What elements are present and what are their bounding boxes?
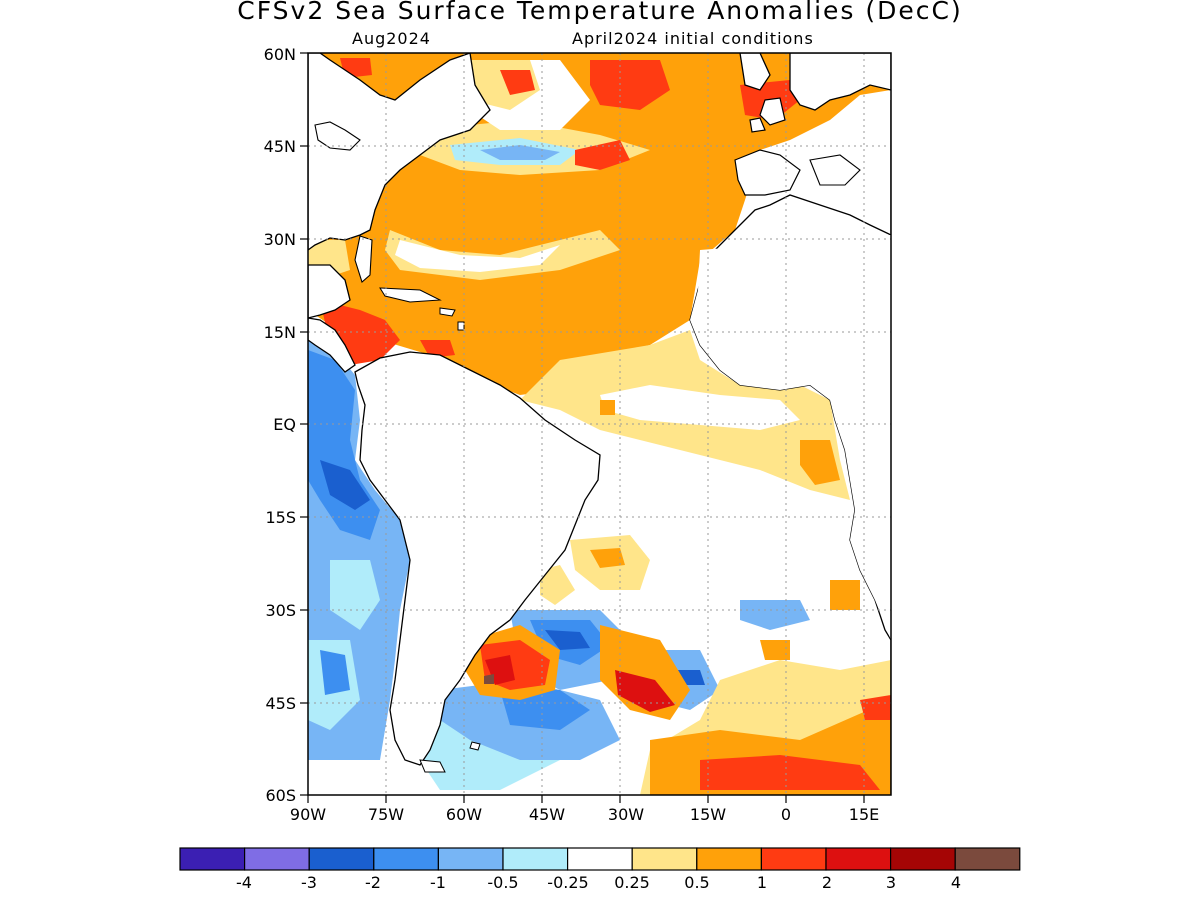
lon-label-75w: 75W bbox=[368, 805, 404, 824]
colorbar-swatch bbox=[889, 847, 956, 871]
lat-label-15s: 15S bbox=[265, 508, 296, 527]
landmasses bbox=[308, 53, 891, 795]
colorbar-labels: -4 -3 -2 -1 -0.5 -0.25 0.25 0.5 1 2 3 4 bbox=[236, 873, 961, 892]
chart-title: CFSv2 Sea Surface Temperature Anomalies … bbox=[237, 0, 963, 25]
south-america-land bbox=[354, 351, 601, 766]
colorbar-swatch bbox=[179, 847, 246, 871]
colorbar-label: -2 bbox=[365, 873, 381, 892]
colorbar-swatch bbox=[954, 847, 1021, 871]
lat-label-60s: 60S bbox=[265, 786, 296, 805]
lon-label-90w: 90W bbox=[290, 805, 326, 824]
colorbar-label: 4 bbox=[951, 873, 961, 892]
colorbar-swatch bbox=[696, 847, 762, 871]
colorbar-swatch bbox=[308, 847, 375, 871]
initial-conditions-label: April2024 initial conditions bbox=[572, 29, 814, 48]
lon-label-45w: 45W bbox=[529, 805, 565, 824]
colorbar bbox=[179, 847, 1021, 871]
colorbar-label: -4 bbox=[236, 873, 252, 892]
colorbar-label: -0.5 bbox=[487, 873, 518, 892]
forecast-month: Aug2024 bbox=[352, 29, 431, 48]
colorbar-swatch bbox=[760, 847, 827, 871]
colorbar-swatch bbox=[244, 847, 310, 871]
north-america-land bbox=[308, 53, 491, 251]
lon-label-60w: 60W bbox=[446, 805, 482, 824]
lat-label-30s: 30S bbox=[265, 601, 296, 620]
lon-label-30w: 30W bbox=[608, 805, 644, 824]
lat-label-45n: 45N bbox=[264, 137, 296, 156]
lat-label-45s: 45S bbox=[265, 694, 296, 713]
colorbar-swatch bbox=[502, 847, 569, 871]
colorbar-swatch bbox=[437, 847, 504, 871]
colorbar-swatch bbox=[631, 847, 698, 871]
colorbar-label: 2 bbox=[822, 873, 832, 892]
colorbar-label: 0.25 bbox=[614, 873, 650, 892]
lon-label-0: 0 bbox=[781, 805, 791, 824]
colorbar-label: 3 bbox=[886, 873, 896, 892]
lon-label-15w: 15W bbox=[690, 805, 726, 824]
colorbar-label: 1 bbox=[757, 873, 767, 892]
colorbar-swatch bbox=[373, 847, 439, 871]
colorbar-label: -1 bbox=[430, 873, 446, 892]
lat-label-15n: 15N bbox=[264, 323, 296, 342]
graticule bbox=[308, 53, 891, 795]
colorbar-label: -0.25 bbox=[547, 873, 588, 892]
colorbar-label: -3 bbox=[301, 873, 317, 892]
lon-label-15e: 15E bbox=[849, 805, 879, 824]
colorbar-swatch bbox=[825, 847, 892, 871]
colorbar-label: 0.5 bbox=[684, 873, 709, 892]
colorbar-swatch bbox=[566, 847, 633, 871]
lat-label-60n: 60N bbox=[264, 45, 296, 64]
lat-label-eq: EQ bbox=[273, 415, 296, 434]
lat-label-30n: 30N bbox=[264, 230, 296, 249]
